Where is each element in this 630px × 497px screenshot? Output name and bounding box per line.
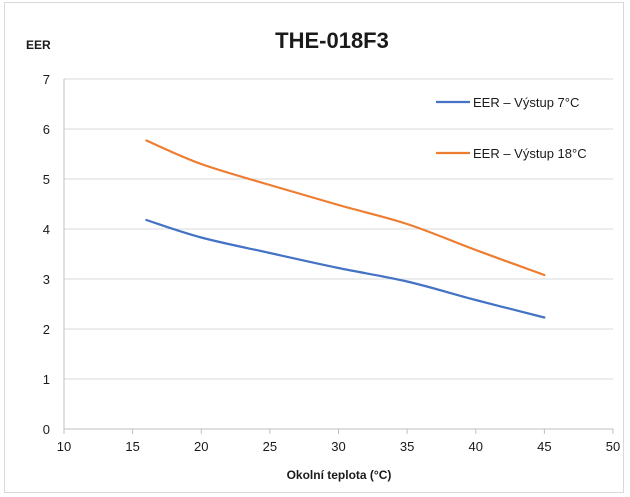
x-tick-label: 35: [400, 439, 414, 454]
x-tick-label: 30: [331, 439, 345, 454]
chart-frame: [4, 2, 624, 493]
y-tick-label: 0: [43, 422, 50, 437]
grid-lines: [63, 78, 614, 434]
y-tick-label: 7: [43, 72, 50, 87]
y-tick-label: 1: [43, 372, 50, 387]
x-tick-label: 40: [469, 439, 483, 454]
legend: EER – Výstup 7°C EER – Výstup 18°C: [436, 95, 587, 161]
y-tick-label: 5: [43, 172, 50, 187]
x-tick-label: 45: [537, 439, 551, 454]
series-line-1: [145, 218, 546, 319]
x-tick-label: 50: [606, 439, 620, 454]
x-tick-label: 20: [194, 439, 208, 454]
legend-label-2: EER – Výstup 18°C: [473, 146, 587, 161]
x-tick-label: 10: [57, 439, 71, 454]
y-tick-label: 6: [43, 122, 50, 137]
x-tick-label: 15: [125, 439, 139, 454]
y-tick-label: 2: [43, 322, 50, 337]
series-line-2: [145, 139, 546, 277]
legend-label-1: EER – Výstup 7°C: [473, 95, 579, 110]
x-axis-title: Okolní teplota (°C): [287, 468, 392, 482]
y-tick-label: 4: [43, 222, 50, 237]
series-lines: [145, 139, 546, 319]
y-axis-title: EER: [26, 38, 51, 52]
y-tick-label: 3: [43, 272, 50, 287]
chart-title: THE-018F3: [275, 28, 389, 53]
x-tick-label: 25: [263, 439, 277, 454]
